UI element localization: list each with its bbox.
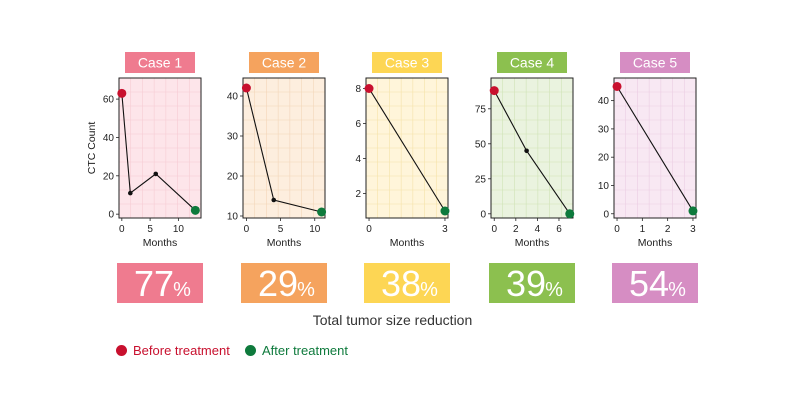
case-1-xtick-label: 10: [173, 224, 185, 235]
case-2-point-after: [317, 207, 327, 217]
case-4-xtick-label: 6: [556, 224, 562, 235]
case-2-xtick-label: 10: [309, 224, 321, 235]
case-3-reduction-box: [364, 263, 450, 303]
case-5-ytick-label: 10: [598, 181, 610, 192]
legend-before-label: Before treatment: [133, 343, 230, 358]
case-3-reduction-unit: %: [420, 279, 438, 301]
case-1-xtick-label: 5: [147, 224, 153, 235]
case-5-reduction-value: 54: [629, 263, 669, 304]
case-4-xtick-label: 4: [535, 224, 541, 235]
case-5-xtick-label: 0: [614, 224, 620, 235]
case-4-reduction-unit: %: [545, 279, 563, 301]
case-4-title: Case 4: [510, 55, 555, 71]
reduction-caption: Total tumor size reduction: [312, 312, 473, 328]
case-5-ytick-label: 30: [598, 124, 610, 135]
case-4-reduction-box: [489, 263, 575, 303]
case-5-title-box: [620, 52, 690, 73]
case-2-xtick-label: 0: [244, 224, 250, 235]
case-1-reduction-value: 77: [134, 263, 174, 304]
case-4-point: [524, 148, 529, 154]
case-3-reduction-value: 38: [381, 263, 421, 304]
case-3-xlabel: Months: [390, 237, 424, 249]
case-5-xlabel: Months: [638, 237, 672, 249]
case-2-xlabel: Months: [267, 237, 301, 249]
case-4-ytick-label: 75: [475, 104, 487, 115]
case-1-point-after: [190, 205, 200, 215]
case-2-title-box: [249, 52, 319, 73]
case-2-ytick-label: 40: [227, 92, 239, 103]
case-4-reduction-value: 39: [506, 263, 546, 304]
case-3-ytick-label: 6: [355, 119, 361, 130]
case-1-point: [128, 190, 133, 196]
case-1-ytick-label: 60: [103, 95, 115, 106]
case-1-point: [153, 171, 159, 177]
case-5-reduction-box: [612, 263, 698, 303]
case-2-point: [271, 197, 277, 203]
case-1-xtick-label: 0: [119, 224, 125, 235]
case-3-series-line: [368, 88, 446, 212]
after-dot-icon: [245, 345, 256, 356]
case-1-title-box: [125, 52, 195, 73]
case-5-point-after: [688, 206, 698, 216]
case-4-ytick-label: 0: [480, 209, 486, 220]
case-2-xtick-label: 5: [278, 224, 284, 235]
case-4-xtick-label: 2: [513, 224, 519, 235]
case-3-xtick-label: 0: [366, 224, 372, 235]
case-4-xlabel: Months: [515, 237, 549, 249]
before-dot-icon: [116, 345, 127, 356]
case-4-plot-frame: [490, 77, 574, 219]
case-4-ytick-label: 50: [475, 139, 487, 150]
case-2-plot-frame: [242, 77, 326, 219]
case-5-point-before: [612, 81, 622, 91]
case-1-reduction-box: [117, 263, 203, 303]
case-1-ytick-label: 0: [108, 210, 114, 221]
case-4-xtick-label: 0: [491, 224, 497, 235]
case-5-plot-frame: [613, 77, 697, 219]
case-5-ytick-label: 0: [603, 209, 609, 220]
case-3-point-before: [364, 84, 374, 93]
case-2-reduction-value: 29: [258, 263, 298, 304]
case-1-point-before: [117, 88, 127, 98]
case-1-ytick-label: 40: [103, 133, 115, 144]
case-3-xtick-label: 3: [442, 224, 448, 235]
case-3-title: Case 3: [385, 55, 430, 71]
case-4-ytick-label: 25: [475, 174, 487, 185]
case-5-title: Case 5: [633, 55, 678, 71]
legend-after: After treatment: [245, 343, 348, 358]
case-1-plot-frame: [118, 77, 202, 219]
case-2-title: Case 2: [262, 55, 307, 71]
legend-after-label: After treatment: [262, 343, 348, 358]
case-4-point-after: [565, 209, 575, 219]
legend-before: Before treatment: [116, 343, 230, 358]
case-3-ytick-label: 4: [355, 154, 361, 165]
case-2-point-before: [241, 83, 251, 93]
case-2-ytick-label: 20: [227, 172, 239, 183]
case-2-ytick-label: 30: [227, 132, 239, 143]
case-1-ylabel: CTC Count: [86, 122, 98, 175]
case-5-xtick-label: 3: [690, 224, 696, 235]
case-1-xlabel: Months: [143, 237, 177, 249]
case-4-title-box: [497, 52, 567, 73]
case-2-ytick-label: 10: [227, 212, 239, 223]
case-3-ytick-label: 2: [355, 189, 361, 200]
case-1-ytick-label: 20: [103, 171, 115, 182]
case-1-title: Case 1: [138, 55, 183, 71]
case-3-title-box: [372, 52, 442, 73]
case-2-reduction-box: [241, 263, 327, 303]
case-5-ytick-label: 40: [598, 96, 610, 107]
case-3-plot-frame: [365, 77, 449, 219]
case-5-ytick-label: 20: [598, 153, 610, 164]
case-1-series-line: [121, 93, 196, 211]
case-5-series-line: [616, 86, 694, 212]
case-1-reduction-unit: %: [173, 279, 191, 301]
case-3-point-after: [440, 206, 450, 216]
case-2-reduction-unit: %: [297, 279, 315, 301]
case-3-ytick-label: 8: [355, 84, 361, 95]
case-5-xtick-label: 2: [665, 224, 671, 235]
case-5-reduction-unit: %: [668, 279, 686, 301]
case-5-xtick-label: 1: [640, 224, 646, 235]
case-4-point-before: [489, 86, 499, 96]
